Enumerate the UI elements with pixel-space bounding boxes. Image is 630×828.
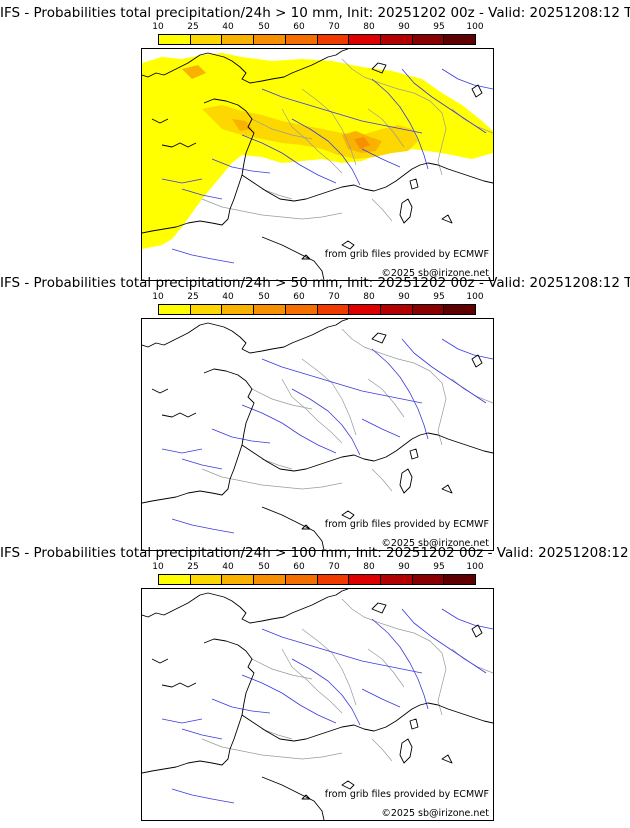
colorbar-tick: 50 bbox=[258, 562, 270, 572]
panel-50mm: IFS - Probabilities total precipitation/… bbox=[0, 275, 630, 551]
colorbar-tick: 10 bbox=[152, 22, 164, 32]
colorbar-segment bbox=[380, 35, 413, 44]
colorbar-segment bbox=[190, 575, 223, 584]
coastline bbox=[142, 49, 493, 280]
river-lines bbox=[161, 68, 493, 264]
colorbar-segment bbox=[285, 305, 318, 314]
credit-copyright: ©2025 sb@irizone.net bbox=[381, 268, 489, 279]
colorbar-segment bbox=[254, 35, 286, 44]
colorbar-segment bbox=[285, 575, 318, 584]
colorbar bbox=[158, 304, 476, 315]
colorbar-tick: 25 bbox=[187, 562, 199, 572]
panel-title: IFS - Probabilities total precipitation/… bbox=[0, 275, 630, 291]
colorbar-tick: 90 bbox=[398, 562, 410, 572]
map-frame: from grib files provided by ECMWF ©2025 … bbox=[141, 318, 494, 551]
colorbar-segment bbox=[380, 305, 413, 314]
colorbar-tick-labels: 10 25 40 50 60 70 80 90 95 100 bbox=[152, 22, 483, 33]
colorbar-tick: 70 bbox=[328, 562, 340, 572]
colorbar-tick: 95 bbox=[433, 562, 445, 572]
colorbar-segment bbox=[159, 35, 191, 44]
colorbar-segment bbox=[412, 575, 445, 584]
colorbar-tick: 50 bbox=[258, 22, 270, 32]
colorbar-tick: 80 bbox=[363, 562, 375, 572]
colorbar-segment bbox=[254, 575, 286, 584]
colorbar-segment bbox=[159, 305, 191, 314]
colorbar-segment bbox=[412, 35, 445, 44]
colorbar-tick: 25 bbox=[187, 292, 199, 302]
colorbar-tick: 80 bbox=[363, 22, 375, 32]
colorbar-tick: 40 bbox=[222, 562, 234, 572]
france-map bbox=[142, 319, 493, 550]
colorbar-tick: 25 bbox=[187, 22, 199, 32]
colorbar bbox=[158, 34, 476, 45]
colorbar-segment bbox=[222, 305, 255, 314]
colorbar-tick: 60 bbox=[293, 562, 305, 572]
colorbar-tick: 70 bbox=[328, 292, 340, 302]
colorbar-tick: 95 bbox=[433, 22, 445, 32]
colorbar-segment bbox=[159, 575, 191, 584]
colorbar-tick: 95 bbox=[433, 292, 445, 302]
colorbar-tick: 10 bbox=[152, 562, 164, 572]
colorbar-tick: 90 bbox=[398, 22, 410, 32]
credit-source: from grib files provided by ECMWF bbox=[324, 519, 489, 530]
coastline bbox=[142, 589, 493, 820]
colorbar-segment bbox=[254, 305, 286, 314]
colorbar-segment bbox=[444, 305, 476, 314]
colorbar-segment bbox=[190, 35, 223, 44]
colorbar-tick: 60 bbox=[293, 292, 305, 302]
colorbar-segment bbox=[444, 575, 476, 584]
panel-10mm: IFS - Probabilities total precipitation/… bbox=[0, 5, 630, 281]
france-map bbox=[142, 49, 493, 280]
colorbar-segment bbox=[190, 305, 223, 314]
admin-border-lines bbox=[201, 328, 493, 492]
map-frame: from grib files provided by ECMWF ©2025 … bbox=[141, 588, 494, 821]
colorbar-tick: 50 bbox=[258, 292, 270, 302]
coastline bbox=[142, 319, 493, 550]
colorbar-segment bbox=[349, 35, 381, 44]
credit-copyright: ©2025 sb@irizone.net bbox=[381, 538, 489, 549]
colorbar-segment bbox=[380, 575, 413, 584]
colorbar-tick: 100 bbox=[466, 22, 484, 32]
colorbar bbox=[158, 574, 476, 585]
colorbar-tick: 80 bbox=[363, 292, 375, 302]
colorbar-tick: 100 bbox=[466, 292, 484, 302]
colorbar-tick: 90 bbox=[398, 292, 410, 302]
colorbar-segment bbox=[317, 305, 350, 314]
colorbar-segment bbox=[222, 35, 255, 44]
river-lines bbox=[161, 338, 493, 534]
admin-border-lines bbox=[201, 598, 493, 762]
colorbar-tick-labels: 10 25 40 50 60 70 80 90 95 100 bbox=[152, 562, 483, 573]
colorbar-segment bbox=[412, 305, 445, 314]
river-lines bbox=[161, 608, 493, 804]
france-map bbox=[142, 589, 493, 820]
colorbar-tick: 40 bbox=[222, 292, 234, 302]
colorbar-segment bbox=[222, 575, 255, 584]
colorbar-segment bbox=[317, 575, 350, 584]
colorbar-segment bbox=[349, 575, 381, 584]
precip-probability-area bbox=[354, 137, 370, 149]
colorbar-tick: 40 bbox=[222, 22, 234, 32]
panel-title: IFS - Probabilities total precipitation/… bbox=[0, 5, 630, 21]
map-frame: from grib files provided by ECMWF ©2025 … bbox=[141, 48, 494, 281]
panel-title: IFS - Probabilities total precipitation/… bbox=[0, 545, 630, 561]
colorbar-tick: 100 bbox=[466, 562, 484, 572]
panel-100mm: IFS - Probabilities total precipitation/… bbox=[0, 545, 630, 821]
credit-source: from grib files provided by ECMWF bbox=[324, 249, 489, 260]
colorbar-tick: 10 bbox=[152, 292, 164, 302]
colorbar-tick: 70 bbox=[328, 22, 340, 32]
colorbar-segment bbox=[285, 35, 318, 44]
colorbar-segment bbox=[444, 35, 476, 44]
credit-source: from grib files provided by ECMWF bbox=[324, 789, 489, 800]
colorbar-segment bbox=[349, 305, 381, 314]
colorbar-segment bbox=[317, 35, 350, 44]
credit-copyright: ©2025 sb@irizone.net bbox=[381, 808, 489, 819]
colorbar-tick: 60 bbox=[293, 22, 305, 32]
colorbar-tick-labels: 10 25 40 50 60 70 80 90 95 100 bbox=[152, 292, 483, 303]
